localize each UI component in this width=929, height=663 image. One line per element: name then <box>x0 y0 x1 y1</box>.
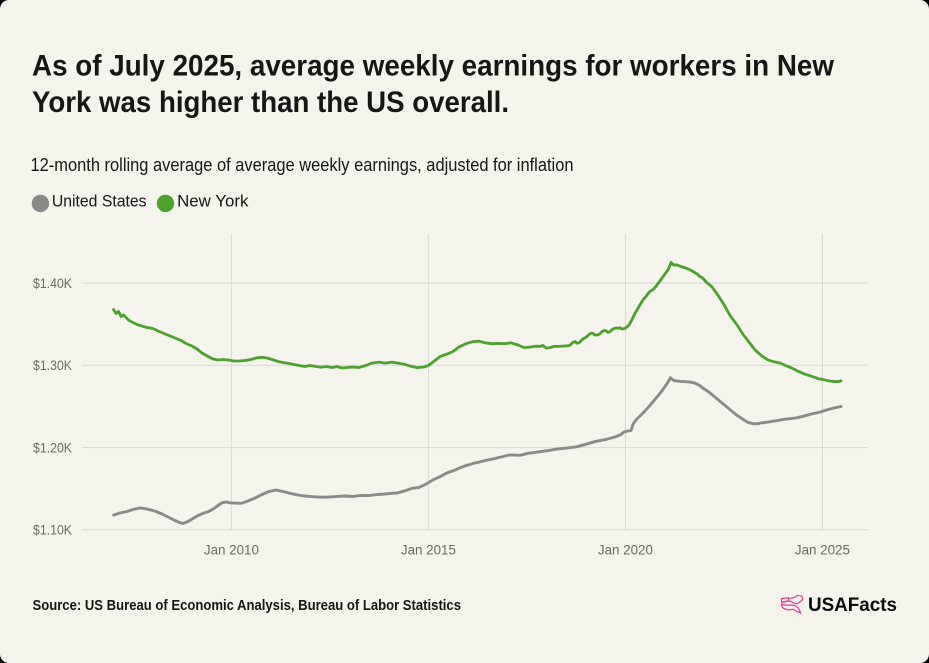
svg-text:As of July 2025, average weekl: As of July 2025, average weekly earnings… <box>32 50 835 83</box>
svg-text:New York: New York <box>177 193 249 211</box>
svg-text:$1.30K: $1.30K <box>33 358 72 374</box>
svg-text:$1.10K: $1.10K <box>33 523 72 539</box>
svg-text:$1.20K: $1.20K <box>33 441 72 457</box>
svg-text:York was higher than the US ov: York was higher than the US overall. <box>32 86 509 119</box>
svg-text:USAFacts: USAFacts <box>808 594 897 616</box>
svg-text:Jan 2015: Jan 2015 <box>401 543 456 559</box>
svg-text:Jan 2020: Jan 2020 <box>598 543 653 559</box>
svg-text:$1.40K: $1.40K <box>33 276 72 292</box>
svg-text:12-month rolling average of av: 12-month rolling average of average week… <box>31 155 574 175</box>
svg-text:Source: US Bureau of Economic: Source: US Bureau of Economic Analysis, … <box>33 597 462 614</box>
svg-text:United States: United States <box>52 193 147 211</box>
svg-text:Jan 2010: Jan 2010 <box>204 543 259 559</box>
svg-text:Jan 2025: Jan 2025 <box>795 543 850 559</box>
